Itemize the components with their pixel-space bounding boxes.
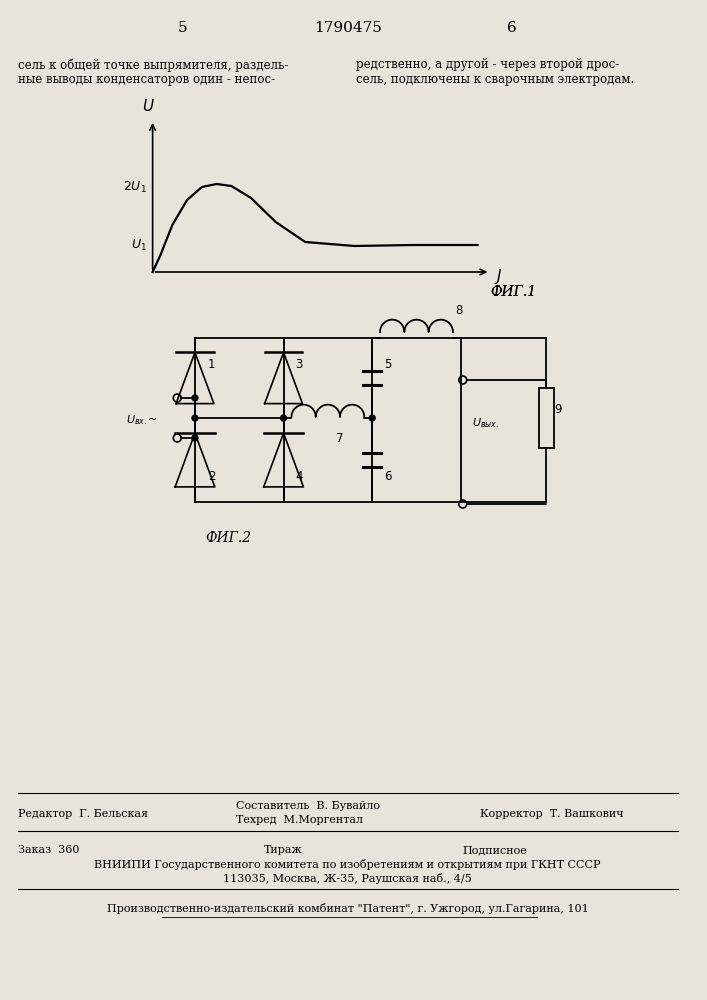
Text: сель, подключены к сварочным электродам.: сель, подключены к сварочным электродам. — [356, 73, 635, 86]
Text: ФИГ.1: ФИГ.1 — [491, 285, 537, 299]
Text: 2: 2 — [208, 470, 215, 483]
Circle shape — [369, 415, 375, 421]
Text: Тираж: Тираж — [264, 845, 303, 855]
Circle shape — [192, 395, 198, 401]
Text: $U_{вых.}$: $U_{вых.}$ — [472, 416, 499, 430]
Circle shape — [173, 434, 181, 442]
Text: $2U_1$: $2U_1$ — [123, 179, 147, 195]
Circle shape — [173, 394, 181, 402]
Text: 5: 5 — [384, 358, 392, 371]
Text: 9: 9 — [554, 403, 562, 416]
Circle shape — [192, 415, 198, 421]
Text: ные выводы конденсаторов один - непос-: ные выводы конденсаторов один - непос- — [18, 73, 275, 86]
Text: ФИГ.2: ФИГ.2 — [205, 531, 251, 545]
Text: 113035, Москва, Ж-35, Раушская наб., 4/5: 113035, Москва, Ж-35, Раушская наб., 4/5 — [223, 873, 472, 884]
Text: 6: 6 — [507, 21, 517, 35]
Text: J: J — [496, 268, 501, 284]
Text: 4: 4 — [296, 470, 303, 483]
Text: Заказ  360: Заказ 360 — [18, 845, 79, 855]
Text: сель к общей точке выпрямителя, раздель-: сель к общей точке выпрямителя, раздель- — [18, 58, 288, 72]
Text: Техред  М.Моргентал: Техред М.Моргентал — [236, 815, 363, 825]
Text: 1790475: 1790475 — [314, 21, 382, 35]
Text: Редактор  Г. Бельская: Редактор Г. Бельская — [18, 809, 148, 819]
Text: Составитель  В. Бувайло: Составитель В. Бувайло — [236, 801, 380, 811]
Circle shape — [459, 376, 467, 384]
Bar — [539, 388, 554, 448]
Text: 5: 5 — [177, 21, 187, 35]
Circle shape — [459, 500, 467, 508]
Text: ФИГ.1: ФИГ.1 — [491, 285, 537, 299]
Text: 7: 7 — [336, 432, 344, 445]
Text: $U_{вх.}$~: $U_{вх.}$~ — [126, 413, 158, 427]
Circle shape — [192, 435, 198, 441]
Text: ВНИИПИ Государственного комитета по изобретениям и открытиям при ГКНТ СССР: ВНИИПИ Государственного комитета по изоб… — [94, 859, 601, 870]
Text: редственно, а другой - через второй дрос-: редственно, а другой - через второй дрос… — [356, 58, 619, 71]
Text: 3: 3 — [296, 358, 303, 371]
Text: Корректор  Т. Вашкович: Корректор Т. Вашкович — [481, 809, 624, 819]
Text: U: U — [142, 99, 153, 114]
Text: 1: 1 — [208, 358, 215, 371]
Text: Подписное: Подписное — [463, 845, 527, 855]
Circle shape — [281, 415, 286, 421]
Text: 6: 6 — [384, 470, 392, 483]
Text: 8: 8 — [455, 304, 462, 317]
Text: Производственно-издательский комбинат "Патент", г. Ужгород, ул.Гагарина, 101: Производственно-издательский комбинат "П… — [107, 903, 588, 914]
Text: $U_1$: $U_1$ — [131, 237, 147, 253]
